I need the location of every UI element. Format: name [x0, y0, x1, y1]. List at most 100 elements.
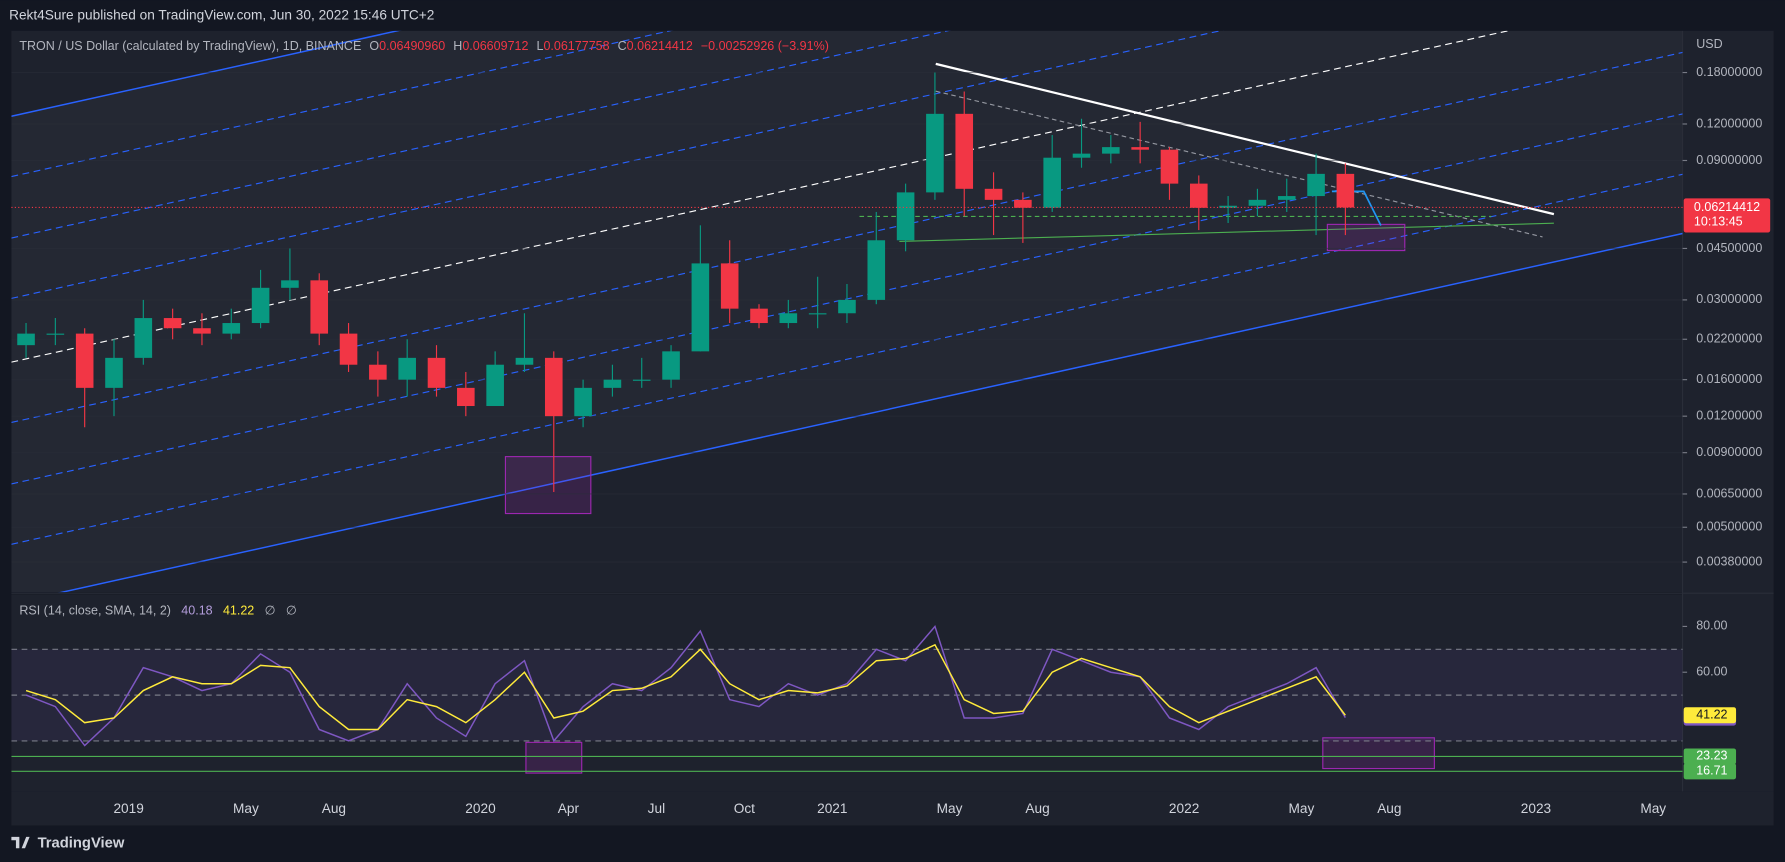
- candle-body: [838, 299, 856, 314]
- x-tick-label: 2020: [465, 801, 496, 816]
- y-tick-label: 0.18000000: [1696, 65, 1762, 79]
- x-tick-label: Apr: [558, 801, 580, 816]
- y-tick-label: 0.00650000: [1696, 486, 1762, 500]
- candle-body: [1336, 173, 1355, 208]
- trendline: [935, 62, 1555, 216]
- level-label: 23.23: [1696, 749, 1727, 763]
- y-tick-label: 0.12000000: [1696, 116, 1762, 130]
- candle-body: [1307, 173, 1325, 197]
- x-tick-label: 2019: [113, 801, 143, 816]
- candle-body: [1160, 149, 1179, 184]
- candle-body: [544, 357, 563, 417]
- candle-body: [1072, 153, 1091, 158]
- ohlc-value: 0.06490960: [379, 39, 445, 53]
- rsi-value: 40.18: [181, 604, 212, 618]
- rsi-line: [25, 624, 1346, 747]
- rsi-legend: RSI (14, close, SMA, 14, 2) 40.18 41.22 …: [19, 604, 296, 618]
- candle-body: [134, 318, 153, 358]
- ohlc-value: 0.06214412: [627, 39, 693, 53]
- y-tick-label: 60.00: [1696, 665, 1727, 679]
- candle-body: [17, 333, 35, 346]
- candle-body: [46, 333, 65, 335]
- y-tick-label: 0.00900000: [1696, 445, 1762, 459]
- candle-body: [691, 263, 710, 352]
- zone-box: [1326, 223, 1406, 252]
- candle-body: [369, 364, 387, 380]
- symbol-title: TRON / US Dollar (calculated by TradingV…: [19, 39, 361, 53]
- candle-body: [720, 263, 739, 309]
- candle-body: [896, 192, 915, 241]
- value-label: 41.22: [1696, 708, 1727, 722]
- x-tick-label: May: [1640, 801, 1666, 816]
- channel-dashed: [11, 30, 1223, 299]
- candle-body: [515, 357, 534, 365]
- x-tick-label: 2022: [1169, 801, 1199, 816]
- candle-body: [808, 313, 827, 315]
- candle-body: [310, 280, 329, 334]
- candle-body: [105, 357, 123, 388]
- y-tick-label: 0.09000000: [1696, 153, 1762, 167]
- candle-body: [984, 188, 1003, 200]
- y-tick-label: 0.03000000: [1696, 292, 1762, 306]
- zone-box: [1322, 737, 1435, 770]
- last-price-label: 0.06214412: [1694, 200, 1760, 214]
- x-tick-label: Aug: [322, 801, 346, 816]
- rsi-extra: ∅: [265, 604, 276, 618]
- candle-body: [281, 280, 299, 288]
- candle-body: [750, 308, 768, 324]
- ohlc-label: L: [536, 39, 543, 53]
- y-tick-label: 0.01600000: [1696, 372, 1762, 386]
- level-box: [1683, 748, 1737, 765]
- candle-body: [222, 323, 241, 334]
- x-tick-label: May: [1288, 801, 1314, 816]
- ohlc-value: 0.06609712: [462, 39, 528, 53]
- candle-body: [926, 113, 944, 193]
- brand: TradingView: [38, 836, 125, 852]
- candle-body: [339, 333, 358, 365]
- level-box: [1683, 763, 1737, 780]
- candle-body: [1014, 199, 1032, 208]
- ohlc-label: O: [369, 39, 379, 53]
- level-label: 16.71: [1696, 764, 1727, 778]
- x-tick-label: Jul: [648, 801, 665, 816]
- channel-dashed: [11, 51, 1683, 424]
- candle-body: [867, 240, 886, 300]
- channel-dashed: [11, 30, 950, 239]
- candle-body: [955, 113, 974, 189]
- candle-body: [632, 379, 651, 381]
- candle-body: [1043, 157, 1061, 208]
- x-tick-label: 2021: [817, 801, 847, 816]
- rsi-pane: [11, 594, 1683, 792]
- channel-dashed: [11, 173, 1683, 545]
- candle-body: [1102, 147, 1120, 154]
- x-tick-label: May: [937, 801, 963, 816]
- y-tick-label: 0.04500000: [1696, 241, 1762, 255]
- x-tick-label: Aug: [1025, 801, 1049, 816]
- currency: USD: [1696, 37, 1722, 51]
- candle-body: [75, 333, 94, 388]
- channel-dashed: [11, 30, 673, 178]
- x-tick-label: Oct: [734, 801, 755, 816]
- plot-area: [11, 624, 1683, 772]
- candle-body: [574, 387, 592, 417]
- x-tick-label: 2023: [1521, 801, 1551, 816]
- candle-body: [779, 313, 798, 324]
- logo-mark: [11, 836, 30, 849]
- rsi-line: [25, 643, 1346, 731]
- ohlc-label: C: [618, 39, 627, 53]
- candle-body: [662, 351, 680, 380]
- y-tick-label: 0.02200000: [1696, 332, 1762, 346]
- publisher: Rekt4Sure published on TradingView.com, …: [9, 8, 434, 23]
- candle-body: [251, 287, 270, 324]
- candle-body: [603, 379, 622, 388]
- ohlc-value: 0.06177758: [543, 39, 609, 53]
- brand-logo: TradingView: [11, 836, 125, 852]
- candle-body: [486, 364, 504, 407]
- last-price-box: [1683, 198, 1771, 233]
- x-tick-label: Aug: [1377, 801, 1401, 816]
- time-axis: [11, 791, 1774, 826]
- candle-body: [193, 328, 211, 334]
- candle-body: [163, 318, 182, 329]
- rsi-sma-value: 41.22: [223, 604, 254, 618]
